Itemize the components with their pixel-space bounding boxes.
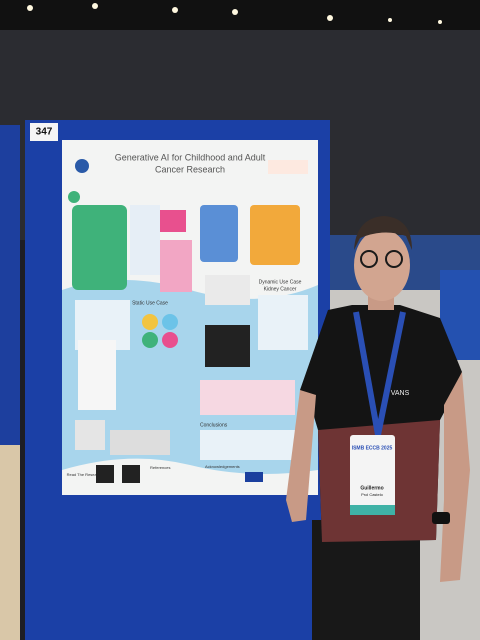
figure bbox=[75, 420, 105, 450]
diagram-circle bbox=[142, 332, 158, 348]
light bbox=[327, 15, 333, 21]
hair bbox=[354, 216, 412, 250]
text-block bbox=[200, 430, 310, 460]
icon bbox=[68, 191, 80, 203]
eu-flag bbox=[245, 472, 263, 482]
badge-event: ISMB ECCB 2025 bbox=[352, 445, 393, 451]
qr-caption: Read The Research! bbox=[67, 472, 104, 477]
green-box bbox=[72, 205, 127, 290]
light bbox=[27, 5, 33, 11]
shirt-logo: VANS bbox=[391, 390, 410, 397]
light bbox=[92, 3, 98, 9]
light bbox=[172, 7, 178, 13]
badge-first-name: Guillermo bbox=[360, 485, 383, 491]
figure bbox=[78, 340, 116, 410]
section-heading: Dynamic Use Case bbox=[259, 279, 302, 285]
badge bbox=[350, 435, 395, 515]
poster-title: Generative AI for Childhood and Adult bbox=[115, 152, 266, 162]
bar-figure bbox=[110, 430, 170, 455]
watch bbox=[432, 512, 450, 524]
blue-box bbox=[200, 205, 238, 262]
qr-code bbox=[122, 465, 140, 483]
logo bbox=[75, 159, 89, 173]
poster-title: Cancer Research bbox=[155, 164, 225, 174]
figure bbox=[160, 210, 186, 232]
poster-tube bbox=[0, 445, 20, 640]
badge-strip bbox=[350, 505, 395, 515]
section-heading: Conclusions bbox=[200, 422, 228, 428]
ceiling-lights bbox=[27, 3, 442, 24]
diagram-circle bbox=[142, 314, 158, 330]
figure bbox=[205, 325, 250, 367]
light bbox=[388, 18, 392, 22]
logo bbox=[268, 160, 308, 174]
section-heading: Kidney Cancer bbox=[264, 286, 297, 292]
lens bbox=[385, 250, 403, 268]
section-heading: Acknowledgements bbox=[205, 464, 240, 469]
figure bbox=[200, 380, 295, 415]
section-heading: References bbox=[150, 465, 170, 470]
figure bbox=[160, 240, 192, 292]
right-arm bbox=[440, 372, 470, 582]
light bbox=[438, 20, 442, 24]
face bbox=[354, 229, 410, 301]
lens bbox=[360, 250, 378, 268]
left-arm bbox=[286, 390, 316, 522]
board-label bbox=[30, 123, 58, 141]
diagram-circle bbox=[162, 332, 178, 348]
glasses bbox=[360, 250, 403, 268]
text-block bbox=[258, 295, 308, 350]
diagram-circle bbox=[162, 314, 178, 330]
figure bbox=[205, 275, 250, 305]
section-heading: Static Use Case bbox=[132, 300, 168, 306]
light bbox=[232, 9, 238, 15]
orange-box bbox=[250, 205, 300, 265]
ceiling bbox=[0, 0, 480, 30]
badge-last-name: Prol Castelo bbox=[361, 492, 384, 497]
figure bbox=[130, 205, 160, 275]
qr-code bbox=[96, 465, 114, 483]
board-number: 347 bbox=[36, 127, 53, 138]
